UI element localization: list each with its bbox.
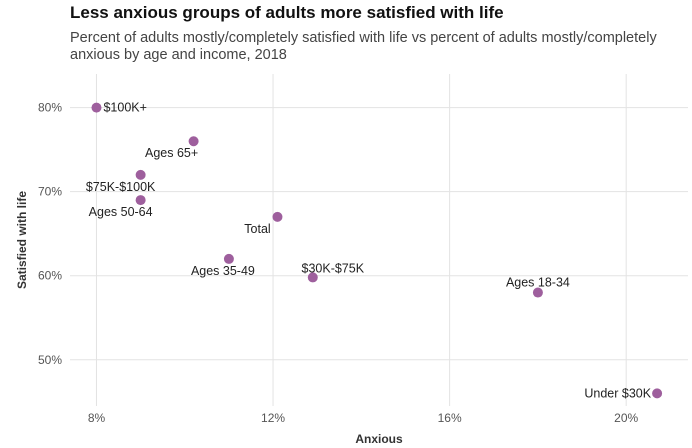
point-label: Ages 65+ [145, 146, 198, 160]
y-axis-title: Satisfied with life [15, 191, 29, 289]
x-tick-label: 12% [261, 411, 285, 425]
data-point [223, 253, 234, 264]
data-point [91, 102, 102, 113]
point-label: Under $30K [584, 386, 651, 400]
x-tick-label: 20% [614, 411, 638, 425]
point-label: Ages 50-64 [89, 205, 153, 219]
point-label: $30K-$75K [302, 261, 365, 275]
y-tick-label: 70% [38, 185, 62, 199]
y-tick-label: 80% [38, 101, 62, 115]
x-tick-label: 16% [438, 411, 462, 425]
point-label: $75K-$100K [86, 180, 156, 194]
data-point [532, 287, 543, 298]
data-point [272, 211, 283, 222]
data-point [307, 272, 318, 283]
x-tick-label: 8% [88, 411, 106, 425]
point-label: Total [244, 222, 270, 236]
data-point [652, 388, 663, 399]
point-label: Ages 18-34 [506, 276, 570, 290]
point-labels: $100K+ Ages 65+ $75K-$100K Ages 50-64 Total A… [86, 101, 652, 401]
data-point [135, 195, 146, 206]
point-label: $100K+ [103, 101, 146, 115]
data-point [135, 169, 146, 180]
tick-labels: 8% 12% 16% 20% 50% 60% 70% 80% [38, 101, 639, 425]
data-point [188, 136, 199, 147]
grid-lines [70, 74, 688, 406]
chart-subtitle: Percent of adults mostly/completely sati… [70, 30, 657, 63]
point-label: Ages 35-49 [191, 264, 255, 278]
x-axis-title: Anxious [355, 432, 403, 446]
y-tick-label: 50% [38, 353, 62, 367]
data-points [91, 102, 663, 399]
y-tick-label: 60% [38, 269, 62, 283]
chart-title: Less anxious groups of adults more satis… [70, 3, 504, 22]
